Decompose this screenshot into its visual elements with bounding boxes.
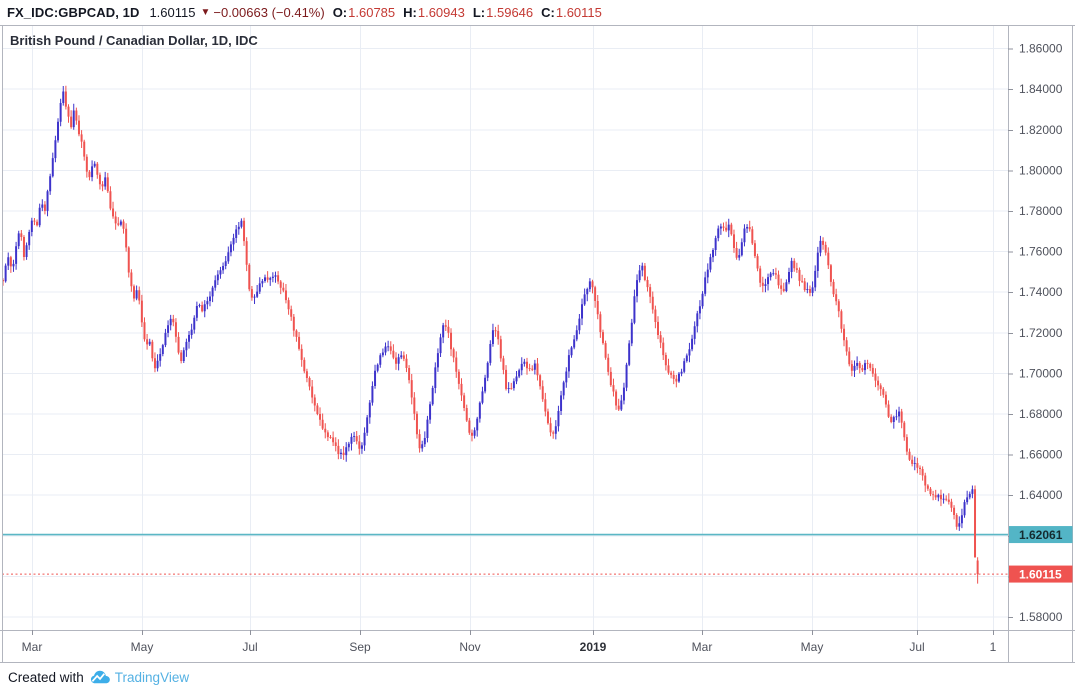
svg-text:Jul: Jul bbox=[909, 640, 924, 654]
footer: Created with TradingView bbox=[0, 663, 1075, 691]
close-value: 1.60115 bbox=[555, 5, 602, 20]
svg-text:Mar: Mar bbox=[22, 640, 43, 654]
svg-text:May: May bbox=[131, 640, 154, 654]
tradingview-logo-icon bbox=[90, 670, 111, 684]
created-with-text: Created with bbox=[8, 669, 84, 685]
time-axis[interactable] bbox=[0, 630, 1008, 662]
symbol-legend: FX_IDC:GBPCAD, 1D 1.60115 ▼ −0.00663 (−0… bbox=[0, 0, 1075, 25]
svg-text:2019: 2019 bbox=[580, 640, 607, 654]
svg-text:Jul: Jul bbox=[242, 640, 257, 654]
svg-text:1.80000: 1.80000 bbox=[1019, 163, 1063, 177]
price-change: −0.00663 (−0.41%) bbox=[213, 5, 325, 20]
svg-text:1.62061: 1.62061 bbox=[1019, 528, 1063, 542]
svg-text:1.64000: 1.64000 bbox=[1019, 488, 1063, 502]
svg-text:Sep: Sep bbox=[349, 640, 371, 654]
svg-text:1: 1 bbox=[990, 640, 997, 654]
svg-text:1.86000: 1.86000 bbox=[1019, 42, 1063, 56]
high-label: H: bbox=[403, 5, 417, 20]
svg-text:1.68000: 1.68000 bbox=[1019, 407, 1063, 421]
open-label: O: bbox=[332, 5, 348, 20]
symbol-name[interactable]: FX_IDC:GBPCAD, 1D bbox=[7, 5, 140, 20]
svg-text:1.58000: 1.58000 bbox=[1019, 610, 1063, 624]
svg-text:1.82000: 1.82000 bbox=[1019, 123, 1063, 137]
close-label: C: bbox=[541, 5, 555, 20]
svg-text:1.84000: 1.84000 bbox=[1019, 82, 1063, 96]
price-axis[interactable] bbox=[1008, 25, 1075, 630]
high-value: 1.60943 bbox=[417, 5, 465, 20]
chart-title: British Pound / Canadian Dollar, 1D, IDC bbox=[10, 33, 258, 48]
low-value: 1.59646 bbox=[486, 5, 534, 20]
svg-text:May: May bbox=[801, 640, 824, 654]
svg-text:1.60115: 1.60115 bbox=[1019, 568, 1062, 582]
svg-text:1.72000: 1.72000 bbox=[1019, 326, 1063, 340]
svg-text:Mar: Mar bbox=[692, 640, 713, 654]
svg-text:1.66000: 1.66000 bbox=[1019, 448, 1063, 462]
svg-text:1.78000: 1.78000 bbox=[1019, 204, 1063, 218]
tradingview-brand-link[interactable]: TradingView bbox=[114, 669, 190, 685]
svg-text:1.74000: 1.74000 bbox=[1019, 285, 1063, 299]
open-value: 1.60785 bbox=[348, 5, 396, 20]
svg-text:1.76000: 1.76000 bbox=[1019, 245, 1063, 259]
svg-text:Nov: Nov bbox=[459, 640, 480, 654]
svg-text:1.70000: 1.70000 bbox=[1019, 366, 1063, 380]
direction-down-icon: ▼ bbox=[200, 7, 211, 18]
last-price: 1.60115 bbox=[149, 5, 196, 20]
low-label: L: bbox=[472, 5, 486, 20]
